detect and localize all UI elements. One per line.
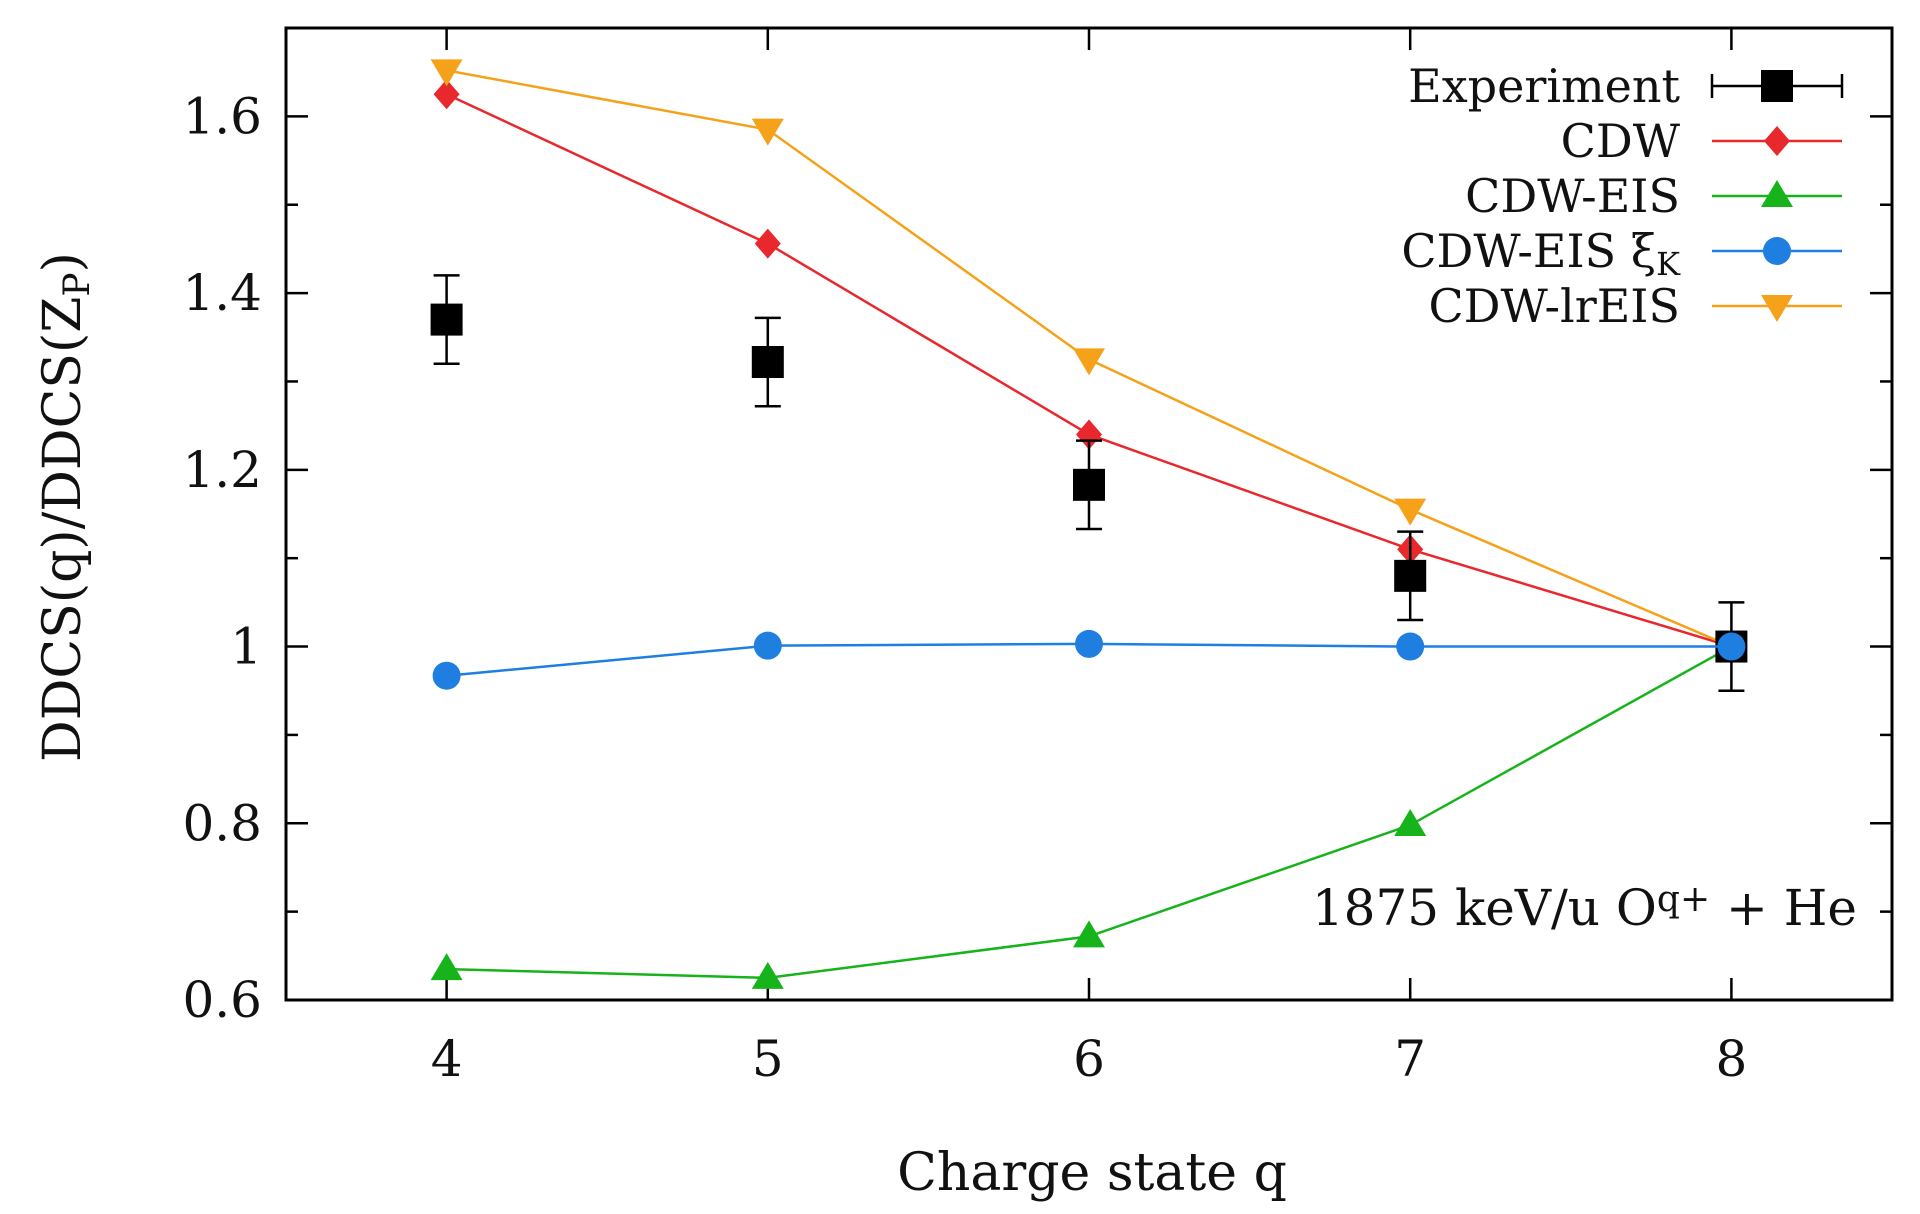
annotation-main: 1875 keV/u O — [1312, 879, 1657, 937]
series-layer — [430, 59, 1748, 989]
legend-label: CDW — [1561, 114, 1681, 168]
legend-label-main: CDW-EIS — [1465, 169, 1680, 223]
legend-entry: CDW-EIS — [1465, 169, 1842, 223]
data-point — [432, 661, 461, 690]
legend-label-main: CDW-lrEIS — [1428, 279, 1680, 333]
legend-label-main: CDW — [1561, 114, 1681, 168]
data-point — [1394, 809, 1427, 837]
series-cdw-eis-k — [432, 629, 1746, 690]
y-tick-label: 1.6 — [182, 87, 262, 145]
x-tick-label: 5 — [752, 1030, 784, 1088]
legend-label: CDW-EIS ξK — [1401, 224, 1681, 283]
data-point — [753, 631, 782, 660]
legend-entry: CDW — [1561, 114, 1842, 168]
legend-marker — [1761, 70, 1793, 102]
y-tick-label: 0.8 — [182, 794, 262, 852]
data-point — [751, 961, 784, 989]
x-tick-label: 7 — [1394, 1030, 1426, 1088]
legend-label-main: Experiment — [1408, 59, 1680, 113]
x-tick-label: 6 — [1073, 1030, 1105, 1088]
data-point — [1394, 498, 1427, 526]
legend-marker — [1764, 126, 1790, 156]
x-axis-title: Charge state q — [897, 1143, 1287, 1203]
legend-label: Experiment — [1408, 59, 1680, 113]
data-point — [433, 79, 460, 110]
annotation-label: 1875 keV/u Oq+ + He — [1312, 879, 1857, 937]
legend-marker — [1763, 237, 1791, 265]
x-tick-label: 4 — [431, 1030, 463, 1088]
data-point — [751, 118, 784, 146]
data-point — [1073, 468, 1105, 501]
legend-entry: CDW-EIS ξK — [1401, 224, 1842, 283]
data-point — [1394, 559, 1427, 592]
y-tick-label: 1.2 — [182, 441, 262, 499]
series-experiment — [430, 274, 1748, 692]
data-point — [430, 59, 463, 87]
data-point — [1396, 632, 1425, 661]
legend-marker — [1761, 295, 1793, 322]
annotation-superscript: q+ — [1657, 879, 1710, 920]
legend-label: CDW-lrEIS — [1428, 279, 1680, 333]
legend-entry: CDW-lrEIS — [1428, 279, 1842, 333]
data-point — [1717, 632, 1746, 661]
data-point — [1073, 348, 1105, 376]
data-point — [430, 303, 463, 336]
y-axis-title: DDCS(q)/DDCS(ZP) — [33, 252, 98, 762]
y-axis-title-main: DDCS(q)/DDCS(Z — [33, 297, 93, 762]
legend-marker — [1761, 180, 1793, 207]
y-axis-title-subscript: P — [57, 272, 98, 296]
annotation-tail: + He — [1710, 879, 1857, 937]
y-axis-title-tail: ) — [33, 252, 93, 272]
data-point — [1075, 629, 1103, 658]
data-point — [751, 346, 784, 379]
legend-entry: Experiment — [1408, 59, 1844, 113]
x-tick-label: 8 — [1715, 1030, 1747, 1088]
axes: 0.6 0.8 1 1.2 1.4 1.6 4 5 6 7 8 — [182, 26, 1894, 1088]
data-point — [1073, 920, 1105, 948]
series-cdw-lreis — [430, 59, 1748, 663]
y-tick-label: 1 — [230, 618, 262, 676]
y-tick-label: 0.6 — [182, 971, 262, 1029]
legend-label: CDW-EIS — [1465, 169, 1680, 223]
y-tick-label: 1.4 — [182, 264, 262, 322]
legend-label-main: CDW-EIS ξ — [1401, 224, 1656, 278]
legend-label-subscript: K — [1656, 245, 1681, 283]
data-point — [754, 228, 781, 259]
data-point — [430, 953, 463, 981]
data-point — [1076, 419, 1102, 450]
